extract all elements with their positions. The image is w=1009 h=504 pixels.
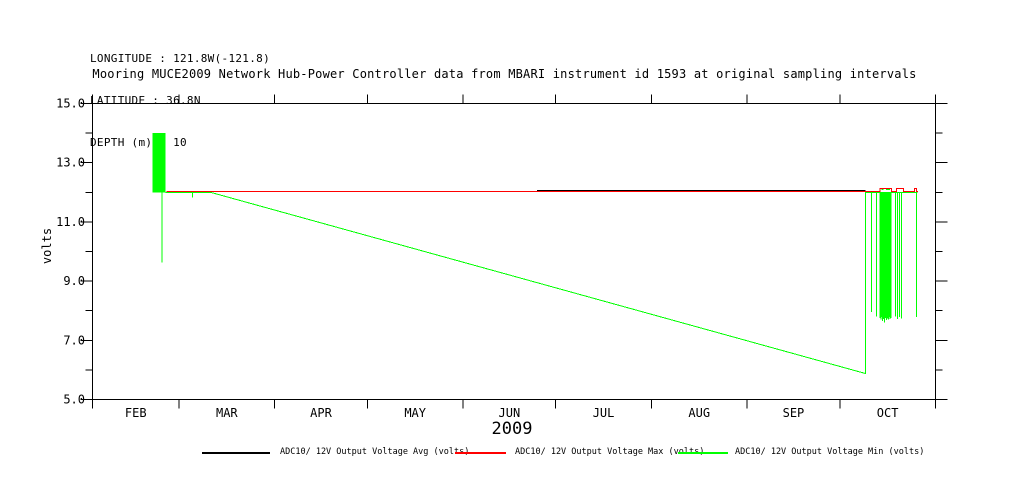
legend-line-max	[455, 452, 506, 454]
month-label: MAY	[404, 406, 426, 420]
series-max	[166, 187, 918, 192]
longitude-label: LONGITUDE : 121.8W(-121.8)	[90, 52, 270, 65]
month-label: JUL	[593, 406, 615, 420]
y-tick-label: 9.0	[63, 274, 85, 288]
month-label: JUN	[499, 406, 521, 420]
month-label: OCT	[877, 406, 899, 420]
y-tick-label: 11.0	[56, 215, 85, 229]
y-tick-label: 7.0	[63, 333, 85, 347]
y-tick-label: 15.0	[56, 97, 85, 111]
legend-label-min: ADC10/ 12V Output Voltage Min (volts)	[735, 447, 925, 457]
y-tick-label: 13.0	[56, 156, 85, 170]
min-oscillation-block	[152, 133, 166, 193]
month-label: AUG	[688, 406, 710, 420]
legend-line-min	[678, 452, 728, 454]
month-label: APR	[310, 406, 332, 420]
legend-label-avg: ADC10/ 12V Output Voltage Avg (volts)	[280, 447, 470, 457]
month-label: FEB	[125, 406, 147, 420]
legend-line-avg	[202, 452, 270, 454]
y-tick-label: 5.0	[63, 393, 85, 407]
month-label: SEP	[783, 406, 805, 420]
series-line	[166, 187, 918, 192]
legend-label-max: ADC10/ 12V Output Voltage Max (volts)	[515, 447, 705, 457]
series-line	[165, 191, 918, 375]
series-min	[152, 133, 918, 375]
x-axis-year-label: 2009	[492, 419, 533, 439]
month-label: MAR	[216, 406, 238, 420]
chart-title: Mooring MUCE2009 Network Hub-Power Contr…	[92, 67, 917, 81]
